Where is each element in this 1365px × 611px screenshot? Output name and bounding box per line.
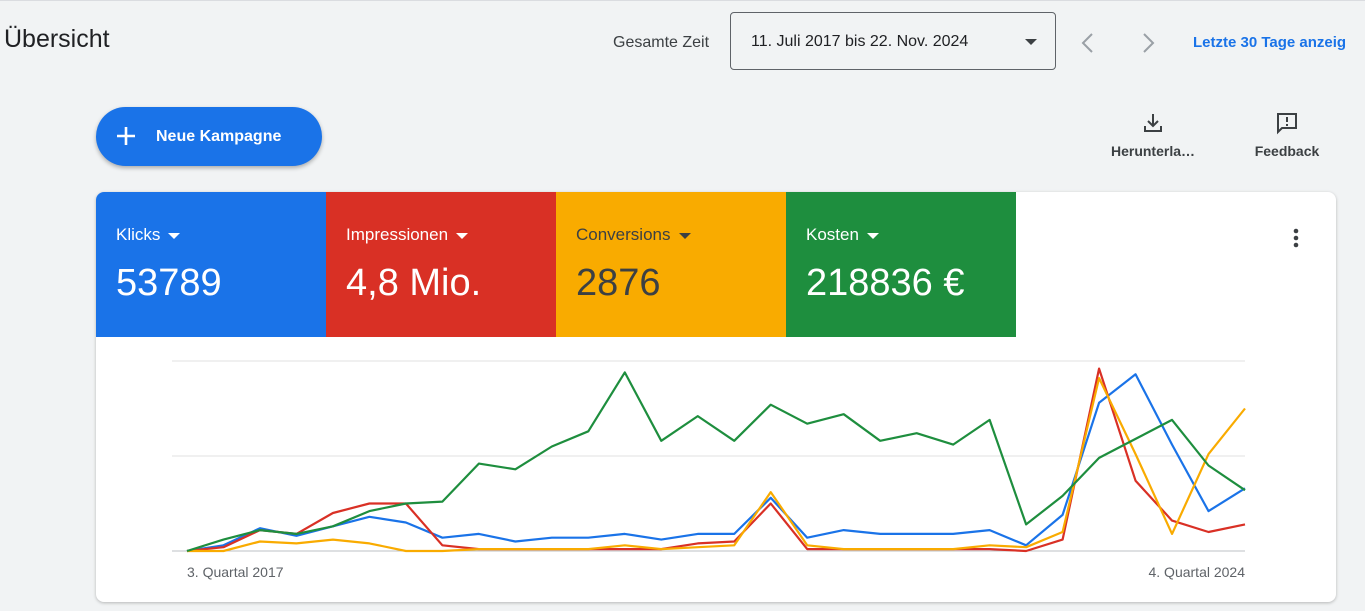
x-tick-label: 4. Quartal 2024 xyxy=(1148,564,1245,580)
date-range: 11. Juli 2017 bis 22. Nov. 2024 xyxy=(751,33,969,50)
metric-tile[interactable]: Kosten 218836 € xyxy=(786,192,1016,337)
previous-button[interactable] xyxy=(1078,31,1098,55)
metric-caret xyxy=(866,232,879,239)
feedback-button[interactable]: Feedback xyxy=(1232,111,1342,159)
metric-value: 53789 xyxy=(116,262,222,304)
metric-value: 4,8 Mio. xyxy=(346,262,482,304)
range-label: Gesamte Zeit xyxy=(613,34,710,51)
more-menu[interactable] xyxy=(1291,227,1301,251)
metric-tile[interactable]: Klicks 53789 xyxy=(96,192,326,337)
series-line xyxy=(187,376,1246,553)
button-label: Neue Kampagne xyxy=(156,128,282,145)
date-range-picker[interactable]: 11. Juli 2017 bis 22. Nov. 2024 xyxy=(730,12,1056,70)
metric-name: Klicks xyxy=(116,225,181,245)
metric-caret xyxy=(168,232,181,239)
metric-value: 218836 € xyxy=(806,262,965,304)
series-line xyxy=(186,373,1246,553)
metric-caret xyxy=(678,232,691,239)
metric-name: Impressionen xyxy=(346,225,469,245)
new-campaign-button[interactable]: Neue Kampagne xyxy=(96,107,322,166)
download-icon xyxy=(1144,114,1162,132)
next-button[interactable] xyxy=(1138,31,1158,55)
performance-card: Klicks 53789 Impressionen 4,8 Mio. Conversio… xyxy=(96,192,1336,602)
metric-value: 2876 xyxy=(576,262,661,304)
metric-tile[interactable]: Conversions 2876 xyxy=(556,192,786,337)
metric-name: Conversions xyxy=(576,225,691,245)
feedback-icon xyxy=(1277,113,1297,135)
plus-icon xyxy=(117,127,135,145)
download-button[interactable]: Herunterla… xyxy=(1098,111,1208,159)
feedback-label: Feedback xyxy=(1254,143,1320,159)
line-chart: 3. Quartal 2017 4. Quartal 2024 xyxy=(172,360,1246,580)
dropdown-caret xyxy=(1025,39,1037,45)
x-tick-label: 3. Quartal 2017 xyxy=(187,564,284,580)
metric-tile[interactable]: Impressionen 4,8 Mio. xyxy=(326,192,556,337)
metric-caret xyxy=(456,232,469,239)
page-title: Übersicht xyxy=(4,25,110,53)
metric-name: Kosten xyxy=(806,225,879,245)
series-line xyxy=(186,371,1246,553)
last-30-days-link[interactable]: Letzte 30 Tage anzeig xyxy=(1193,34,1347,51)
download-label: Herunterla… xyxy=(1110,143,1196,159)
